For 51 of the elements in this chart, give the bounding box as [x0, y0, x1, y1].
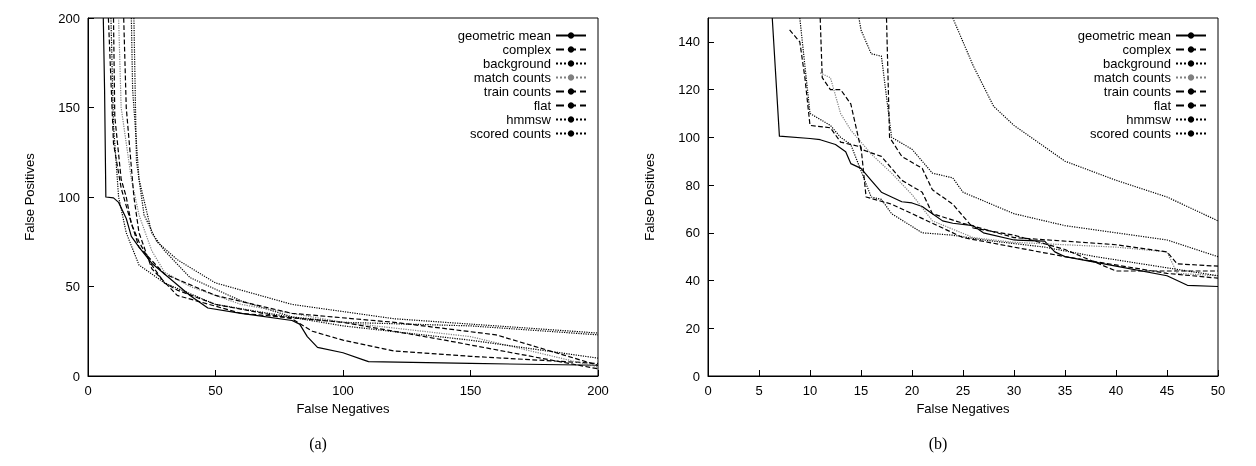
legend-label: hmmsw: [506, 112, 552, 127]
x-tick-label: 200: [587, 383, 609, 398]
legend-label: scored counts: [470, 126, 552, 141]
x-axis-title: False Negatives: [916, 400, 1011, 416]
legend-label: train counts: [483, 84, 552, 99]
x-tick-label: 25: [955, 383, 971, 398]
y-tick-label: 0: [692, 368, 700, 384]
x-tick-label: 0: [84, 383, 92, 398]
y-tick-label: 140: [678, 34, 700, 50]
x-tick-label: 0: [704, 383, 712, 398]
x-tick-label: 30: [1006, 383, 1022, 398]
y-tick-label: 0: [72, 368, 80, 384]
y-tick-label: 50: [65, 279, 80, 294]
y-tick-label: 40: [685, 273, 700, 289]
x-tick-label: 5: [755, 383, 763, 398]
x-tick-label: 150: [459, 383, 482, 398]
x-tick-label: 50: [1210, 383, 1226, 398]
legend-label: geometric mean: [457, 28, 551, 43]
legend-label: train counts: [1103, 84, 1172, 99]
x-tick-label: 100: [332, 383, 354, 398]
y-tick-label: 120: [678, 82, 700, 98]
y-axis-title: False Positives: [22, 152, 37, 241]
legend-label: match counts: [473, 70, 552, 85]
y-tick-label: 100: [58, 189, 80, 205]
x-tick-label: 40: [1108, 383, 1124, 398]
legend-label: background: [483, 56, 551, 71]
legend-label: complex: [502, 42, 552, 57]
legend-label: complex: [1122, 42, 1172, 57]
y-tick-label: 100: [678, 129, 700, 145]
x-tick-label: 50: [208, 383, 223, 398]
x-tick-label: 20: [904, 383, 920, 398]
legend-label: hmmsw: [1126, 112, 1172, 127]
y-tick-label: 80: [685, 177, 700, 193]
legend-label: flat: [533, 98, 552, 113]
y-tick-label: 20: [685, 320, 700, 336]
y-tick-label: 150: [58, 100, 80, 115]
legend-label: flat: [1153, 98, 1172, 113]
x-tick-label: 45: [1159, 383, 1175, 398]
x-tick-label: 35: [1057, 383, 1073, 398]
x-tick-label: 15: [853, 383, 869, 398]
text: (a): [309, 434, 327, 453]
x-tick-label: 10: [802, 383, 818, 398]
x-axis-title: False Negatives: [296, 400, 391, 416]
text: (b): [928, 434, 948, 453]
legend-label: geometric mean: [1077, 28, 1171, 43]
legend-label: scored counts: [1090, 126, 1172, 141]
legend-label: background: [1103, 56, 1171, 71]
y-axis-title: False Positives: [642, 152, 657, 241]
y-tick-label: 200: [58, 10, 80, 26]
legend-label: match counts: [1093, 70, 1172, 85]
y-tick-label: 60: [685, 225, 700, 241]
